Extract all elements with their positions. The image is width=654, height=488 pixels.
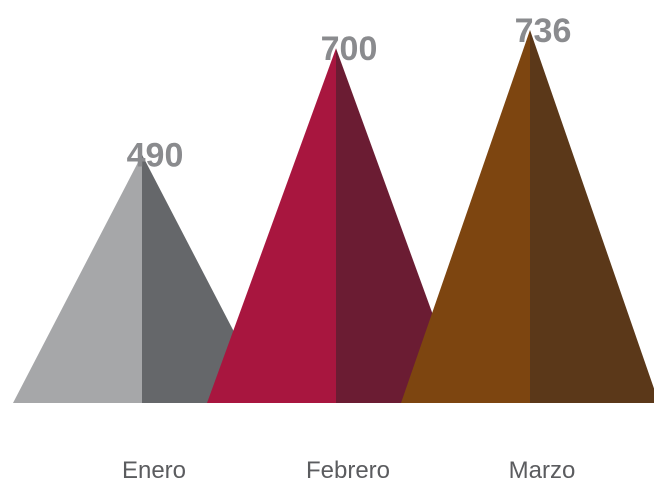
pyramid-enero bbox=[13, 154, 271, 403]
pyramid-enero-dark-face bbox=[142, 154, 271, 403]
value-label-febrero: 700 bbox=[321, 30, 378, 68]
pyramid-febrero bbox=[207, 48, 465, 403]
labels-layer: 490 Enero 700 Febrero 736 Marzo bbox=[122, 12, 575, 484]
pyramid-marzo-dark-face bbox=[530, 30, 654, 403]
pyramid-enero-light-face bbox=[13, 154, 142, 403]
pyramid-febrero-light-face bbox=[207, 48, 336, 403]
pyramid-marzo-light-face bbox=[401, 30, 530, 403]
category-label-febrero: Febrero bbox=[306, 457, 390, 484]
pyramids-layer bbox=[13, 30, 654, 403]
category-label-enero: Enero bbox=[122, 457, 186, 484]
category-label-marzo: Marzo bbox=[509, 457, 576, 484]
pyramid-febrero-dark-face bbox=[336, 48, 465, 403]
value-label-enero: 490 bbox=[127, 137, 184, 175]
value-label-marzo: 736 bbox=[515, 12, 572, 50]
pyramid-marzo bbox=[401, 30, 654, 403]
